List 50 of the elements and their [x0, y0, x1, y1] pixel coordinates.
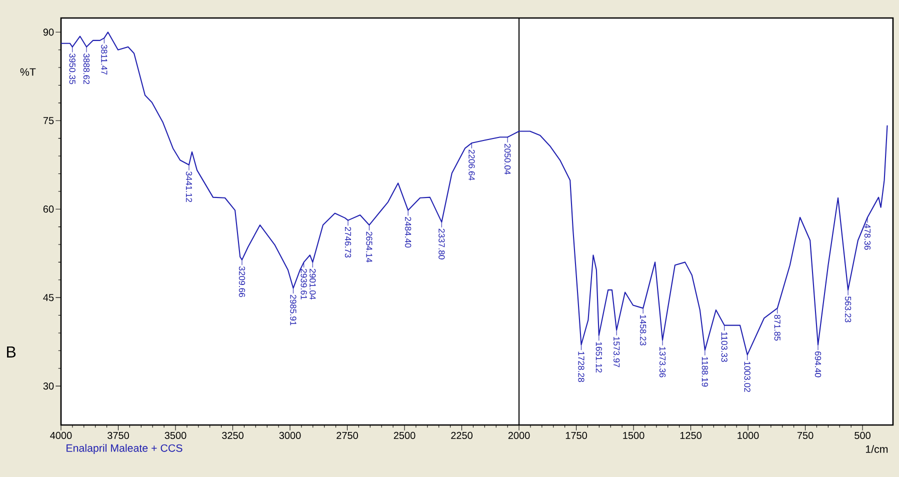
annotation: 1003.02: [744, 362, 750, 392]
text: Enalapril Maleate + CCS: [66, 444, 182, 454]
x-tick-label: 750: [797, 432, 814, 440]
x-axis-title: 1/cm: [866, 445, 888, 453]
annotation: 2654.14: [366, 232, 372, 262]
annotation: 1458.23: [640, 315, 646, 346]
x-tick-label: 3500: [164, 432, 186, 440]
annotation: 563.23: [844, 296, 852, 322]
x-tick-label: 1250: [680, 432, 702, 440]
annotation: 478.36: [864, 224, 871, 250]
annotation: 1651.12: [596, 342, 602, 372]
y-axis-title: %T: [20, 68, 36, 76]
x-tick-label: 3000: [279, 432, 301, 440]
annotation: 1573.97: [614, 336, 620, 368]
annotation: 1728.28: [578, 352, 584, 382]
annotation: 1373.36: [659, 346, 666, 378]
x-tick-label: 4000: [50, 432, 72, 440]
x-tick-label: 3250: [222, 432, 244, 440]
x-tick-label: 1500: [623, 432, 644, 440]
x-tick-label: 2250: [451, 432, 472, 440]
annotation: 3888.62: [83, 54, 90, 84]
annotation: 2484.40: [405, 216, 412, 248]
annotation: 2985.91: [290, 294, 296, 326]
x-tick-label: 2000: [508, 432, 530, 440]
y-tick-label: 60: [43, 206, 54, 213]
annotation: 3950.35: [69, 54, 76, 84]
annotation: 3811.47: [101, 44, 108, 75]
x-tick-label: 500: [854, 432, 870, 440]
annotation: 2746.73: [344, 227, 352, 258]
annotation: 2337.80: [438, 228, 445, 260]
annotation: 1103.33: [721, 332, 728, 362]
annotation: 2939.61: [300, 268, 307, 300]
annotation: 871.85: [774, 314, 780, 341]
x-tick-label: 3750: [108, 432, 129, 440]
annotation: 3209.66: [238, 266, 246, 298]
annotation: 1188.19: [702, 357, 708, 387]
y-tick-label: 90: [43, 28, 54, 36]
y-tick-label: 30: [43, 382, 54, 390]
x-tick-label: 1000: [738, 432, 759, 440]
x-tick-label: 2500: [394, 432, 416, 440]
annotation: 2206.64: [468, 150, 475, 180]
y-tick-label: 45: [43, 294, 54, 302]
x-tick-label: 1750: [566, 432, 587, 440]
annotation: 2050.04: [504, 144, 511, 174]
x-tick-label: 2750: [336, 432, 358, 440]
annotation: 2901.04: [310, 268, 316, 300]
text: B: [7, 346, 16, 358]
y-tick-label: 75: [43, 117, 54, 124]
annotation: 3441.12: [186, 171, 192, 202]
annotation: 694.40: [814, 351, 822, 378]
